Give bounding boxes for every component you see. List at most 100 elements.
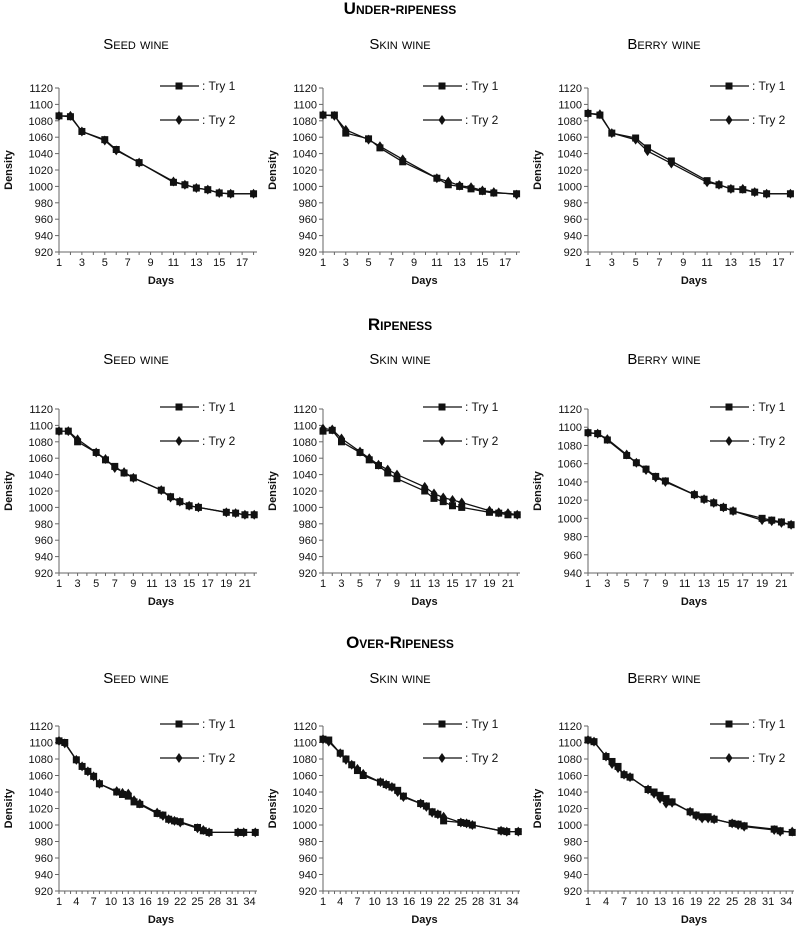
- data-point-diamond: [786, 188, 794, 199]
- y-tick-label: 1000: [558, 181, 582, 193]
- data-point-diamond: [101, 135, 109, 146]
- x-tick-label: 5: [365, 257, 371, 269]
- data-point-diamond: [448, 495, 456, 506]
- data-point-diamond: [715, 179, 723, 190]
- data-point-diamond: [626, 772, 634, 783]
- x-tick-label: 15: [446, 578, 458, 590]
- y-tick-label: 1080: [293, 116, 317, 128]
- data-point-square: [175, 82, 183, 90]
- data-point-diamond: [336, 748, 344, 759]
- line-chart: Skin wine 920 940 960 980 1000 1020 1040 1060 108…: [267, 351, 521, 608]
- x-tick-label: 28: [744, 896, 756, 908]
- y-tick-label: 940: [564, 870, 582, 882]
- y-tick-label: 1120: [29, 404, 53, 416]
- x-tick-label: 13: [654, 896, 666, 908]
- y-tick-label: 1060: [293, 771, 317, 783]
- x-tick-label: 17: [236, 257, 248, 269]
- x-tick-label: 17: [499, 257, 511, 269]
- data-point-diamond: [175, 115, 183, 125]
- legend-label: : Try 1: [202, 717, 236, 731]
- data-point-diamond: [124, 788, 132, 799]
- x-tick-label: 17: [202, 578, 214, 590]
- y-tick-label: 1080: [558, 440, 582, 452]
- y-tick-label: 960: [564, 853, 582, 865]
- chart-title: Seed wine: [103, 36, 169, 53]
- y-tick-label: 920: [35, 247, 53, 259]
- data-point-diamond: [205, 827, 213, 838]
- x-tick-label: 34: [780, 896, 792, 908]
- data-point-diamond: [690, 489, 698, 500]
- y-tick-label: 1040: [29, 149, 53, 161]
- data-point-diamond: [120, 467, 128, 478]
- x-tick-label: 21: [502, 578, 514, 590]
- data-point-diamond: [118, 787, 126, 798]
- x-tick-label: 15: [749, 257, 761, 269]
- data-point-diamond: [84, 766, 92, 777]
- legend-label: : Try 1: [752, 79, 786, 93]
- x-tick-label: 7: [643, 578, 649, 590]
- x-tick-label: 28: [209, 896, 221, 908]
- x-tick-label: 13: [122, 896, 134, 908]
- data-point-diamond: [428, 807, 436, 818]
- x-tick-label: 9: [680, 257, 686, 269]
- x-tick-label: 3: [343, 257, 349, 269]
- y-tick-label: 920: [299, 568, 317, 580]
- x-axis-label: Days: [411, 914, 437, 926]
- y-tick-label: 980: [299, 837, 317, 849]
- x-tick-label: 22: [437, 896, 449, 908]
- y-tick-label: 1000: [558, 513, 582, 525]
- y-tick-label: 1040: [293, 787, 317, 799]
- legend-label: : Try 1: [465, 79, 499, 93]
- series-line-try-2: [322, 114, 517, 196]
- y-tick-label: 1020: [558, 165, 582, 177]
- data-point-diamond: [348, 759, 356, 770]
- y-tick-label: 1100: [29, 99, 53, 111]
- y-tick-label: 960: [564, 550, 582, 562]
- section-title: Ripeness: [368, 315, 432, 334]
- data-point-diamond: [129, 472, 137, 483]
- legend-label: : Try 1: [465, 400, 499, 414]
- x-tick-label: 11: [410, 578, 421, 590]
- line-chart: Berry wine 940 960 980 1000 1020 1040 1060 1080 1…: [532, 351, 795, 608]
- y-tick-label: 980: [299, 519, 317, 531]
- data-point-diamond: [215, 187, 223, 198]
- y-tick-label: 1020: [29, 804, 53, 816]
- data-point-square: [438, 720, 446, 728]
- y-tick-label: 920: [564, 886, 582, 898]
- x-tick-label: 13: [454, 257, 466, 269]
- data-point-diamond: [661, 476, 669, 487]
- data-point-diamond: [758, 515, 766, 526]
- x-tick-label: 21: [775, 578, 787, 590]
- data-point-diamond: [319, 110, 327, 121]
- y-tick-label: 1100: [293, 738, 317, 750]
- y-tick-label: 940: [299, 552, 317, 564]
- y-tick-label: 1000: [29, 820, 53, 832]
- y-tick-label: 1020: [293, 165, 317, 177]
- y-tick-label: 1000: [293, 820, 317, 832]
- y-tick-label: 1040: [558, 149, 582, 161]
- data-point-diamond: [153, 807, 161, 818]
- x-axis-label: Days: [681, 596, 707, 608]
- data-point-diamond: [686, 806, 694, 817]
- y-tick-label: 940: [299, 231, 317, 243]
- y-tick-label: 1080: [29, 754, 53, 766]
- y-tick-label: 920: [564, 247, 582, 259]
- x-tick-label: 7: [91, 896, 97, 908]
- x-tick-label: 7: [112, 578, 118, 590]
- data-point-diamond: [55, 735, 63, 746]
- y-tick-label: 1000: [293, 502, 317, 514]
- y-tick-label: 980: [35, 837, 53, 849]
- data-point-diamond: [584, 735, 592, 746]
- y-tick-label: 1040: [558, 787, 582, 799]
- data-point-diamond: [787, 519, 795, 530]
- x-tick-label: 31: [762, 896, 774, 908]
- data-point-diamond: [430, 488, 438, 499]
- y-tick-label: 1000: [293, 181, 317, 193]
- data-point-diamond: [74, 434, 82, 445]
- y-tick-label: 1000: [29, 502, 53, 514]
- legend-label: : Try 2: [202, 434, 236, 448]
- data-point-square: [438, 82, 446, 90]
- data-point-diamond: [729, 506, 737, 517]
- data-point-diamond: [503, 826, 511, 837]
- y-tick-label: 1100: [293, 99, 317, 111]
